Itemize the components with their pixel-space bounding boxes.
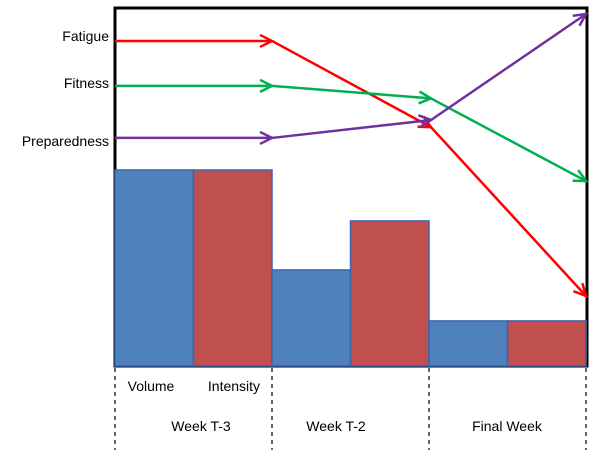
bar-volume-4 <box>428 320 509 367</box>
trend-line-fatigue-2 <box>430 126 587 297</box>
series-label-preparedness: Preparedness <box>22 133 109 149</box>
bar-intensity-1 <box>192 169 273 367</box>
category-label-intensity: Intensity <box>208 378 260 394</box>
category-label-volume: Volume <box>128 378 175 394</box>
week-dividers <box>114 368 587 450</box>
bar-volume-0 <box>114 169 195 367</box>
bar-volume-2 <box>271 269 352 367</box>
week-label-t2: Week T-2 <box>306 418 366 434</box>
bar-intensity-3 <box>349 220 430 367</box>
bar-intensity-5 <box>506 320 587 367</box>
week-label-final: Final Week <box>472 418 543 434</box>
trend-line-preparedness-1 <box>271 118 432 140</box>
trend-line-fitness-1 <box>271 84 432 100</box>
trend-line-preparedness-2 <box>430 12 587 122</box>
bar-group <box>114 169 587 367</box>
series-label-fatigue: Fatigue <box>62 28 109 44</box>
trend-line-fatigue-1 <box>271 39 432 129</box>
trend-lines <box>115 12 589 299</box>
trend-line-fitness-2 <box>430 97 587 183</box>
series-label-fitness: Fitness <box>64 75 109 91</box>
arrow-head-fitness-2 <box>572 169 589 183</box>
arrow-head-preparedness-2 <box>572 12 589 27</box>
week-label-t3: Week T-3 <box>171 418 231 434</box>
arrow-head-fatigue-2 <box>573 282 588 299</box>
